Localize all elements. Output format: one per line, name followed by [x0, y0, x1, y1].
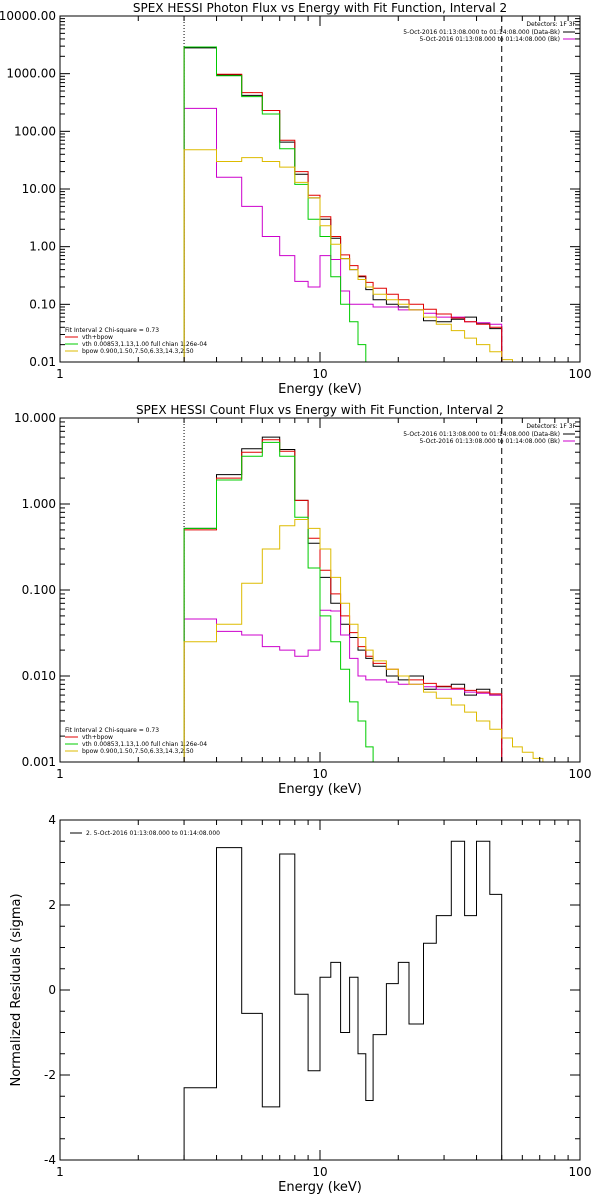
y-tick-label: 0.100	[22, 583, 56, 597]
y-tick-label: 100.00	[14, 124, 56, 138]
y-tick-label: 0.01	[29, 355, 56, 369]
legend-detectors: Detectors: 1F 3F	[526, 423, 576, 430]
plot-area	[183, 840, 503, 1160]
legend-entry: bpow 0.900,1.50,7.50,6.33,14.3,2.50	[82, 748, 194, 755]
x-tick-label: 1	[56, 1165, 64, 1179]
y-tick-label: -2	[44, 1068, 56, 1082]
series-vth	[183, 46, 367, 362]
legend-top-right: Detectors: 1F 3F5-Oct-2016 01:13:08.000 …	[403, 21, 576, 43]
x-axis-label: Energy (keV)	[278, 1180, 362, 1195]
legend-entry: vth+bpow	[82, 334, 113, 341]
panel-2: SPEX HESSI Count Flux vs Energy with Fit…	[14, 403, 592, 797]
x-tick-label: 1	[56, 367, 64, 381]
y-tick-label: 10.000	[14, 411, 56, 425]
y-tick-label: -4	[44, 1153, 56, 1167]
x-tick-label: 100	[569, 367, 592, 381]
series-2-5-oct-2016-01-13-08-000-to-01-14-08-000	[183, 840, 503, 1160]
series-data-bk	[183, 47, 503, 362]
legend-entry: 5-Oct-2016 01:13:08.000 to 01:14:08.000 …	[420, 438, 561, 445]
x-tick-label: 10	[312, 767, 327, 781]
legend-top-right: Detectors: 1F 3F5-Oct-2016 01:13:08.000 …	[403, 423, 576, 445]
series-data-bk	[183, 436, 503, 762]
x-tick-label: 1	[56, 767, 64, 781]
y-axis-label: Normalized Residuals (sigma)	[9, 893, 24, 1086]
legend-entry: vth 0.00853,1.13,1.00 full chian 1.26e-0…	[82, 741, 207, 748]
y-tick-label: 0.010	[22, 669, 56, 683]
y-tick-label: 0	[48, 983, 56, 997]
series-vth-bpow	[183, 439, 503, 762]
x-tick-label: 10	[312, 367, 327, 381]
legend-entry: vth 0.00853,1.13,1.00 full chian 1.26e-0…	[82, 341, 207, 348]
legend-fit-header: Fit Interval 2 Chi-square = 0.73	[65, 327, 159, 334]
series-vth-bpow	[183, 46, 503, 362]
y-tick-label: 4	[48, 813, 56, 827]
legend-entry: 5-Oct-2016 01:13:08.000 to 01:14:08.000 …	[403, 29, 560, 36]
y-tick-label: 10000.00	[0, 9, 56, 23]
x-tick-label: 100	[569, 767, 592, 781]
series-bk	[183, 107, 503, 362]
legend-entry: 5-Oct-2016 01:13:08.000 to 01:14:08.000 …	[403, 431, 560, 438]
panel-1: SPEX HESSI Photon Flux vs Energy with Fi…	[0, 1, 592, 397]
series-bpow	[183, 519, 556, 762]
legend-entry: 2. 5-Oct-2016 01:13:08.000 to 01:14:08.0…	[86, 830, 220, 837]
legend-entry: vth+bpow	[82, 734, 113, 741]
y-tick-label: 1.00	[29, 240, 56, 254]
y-tick-label: 0.001	[22, 755, 56, 769]
series-vth	[183, 441, 374, 762]
y-tick-label: 10.00	[22, 182, 56, 196]
legend-detectors: Detectors: 1F 3F	[526, 21, 576, 28]
plot-area	[183, 418, 556, 762]
legend-bottom-left: Fit Interval 2 Chi-square = 0.73vth+bpow…	[65, 727, 207, 755]
series-bpow	[183, 149, 513, 362]
legend-entry: 5-Oct-2016 01:13:08.000 to 01:14:08.000 …	[420, 36, 561, 43]
legend-top-left: 2. 5-Oct-2016 01:13:08.000 to 01:14:08.0…	[70, 830, 220, 837]
y-tick-label: 0.10	[29, 297, 56, 311]
legend-fit-header: Fit Interval 2 Chi-square = 0.73	[65, 727, 159, 734]
panel-3: 1 10 100 Energy (keV) -4 -2 0 2 4 Normalized Resi…	[9, 813, 592, 1195]
plot-area	[183, 16, 513, 362]
y-tick-label: 2	[48, 898, 56, 912]
x-axis-label: Energy (keV)	[278, 782, 362, 797]
x-axis-label: Energy (keV)	[278, 382, 362, 397]
chart-title: SPEX HESSI Photon Flux vs Energy with Fi…	[133, 1, 507, 15]
chart-title: SPEX HESSI Count Flux vs Energy with Fit…	[136, 403, 504, 417]
x-tick-label: 10	[312, 1165, 327, 1179]
y-tick-label: 1.000	[22, 497, 56, 511]
x-tick-label: 100	[569, 1165, 592, 1179]
legend-entry: bpow 0.900,1.50,7.50,6.33,14.3,2.50	[82, 348, 194, 355]
series-bk	[183, 609, 503, 762]
legend-bottom-left: Fit Interval 2 Chi-square = 0.73vth+bpow…	[65, 327, 207, 355]
y-tick-label: 1000.00	[6, 67, 56, 81]
